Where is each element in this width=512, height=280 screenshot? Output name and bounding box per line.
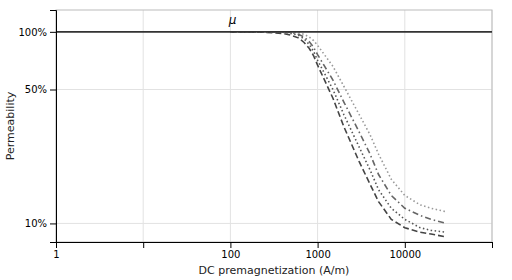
grid-line (56, 223, 492, 224)
axis-line (50, 11, 57, 243)
tick: 100 (221, 242, 240, 260)
plot-area: 1 100 1000 10000 10% 50% 100% (18, 10, 492, 260)
grid-line (56, 31, 492, 32)
grid (56, 10, 492, 242)
tick-mark (50, 223, 56, 224)
tick-mark (318, 242, 319, 248)
tick: 10000 (389, 242, 421, 260)
series-line (230, 32, 446, 212)
tick-label: 100% (18, 27, 47, 38)
tick-label: 10% (25, 218, 47, 229)
y-axis: 10% 50% 100% (18, 11, 56, 243)
tick-label: 50% (25, 84, 47, 95)
series-line (230, 32, 446, 232)
y-axis-title: Permeability (4, 91, 17, 160)
tick (492, 242, 493, 248)
tick (143, 242, 144, 248)
axis-line (57, 243, 493, 249)
tick-mark (405, 242, 406, 248)
annotation: μ (228, 13, 237, 27)
tick-mark (143, 242, 144, 248)
tick: 50% (25, 84, 56, 95)
tick-label: 1 (53, 249, 59, 260)
tick: 1 (53, 242, 59, 260)
tick-label: 1000 (305, 249, 330, 260)
grid-line (56, 89, 492, 90)
x-axis: 1 100 1000 10000 (53, 242, 492, 260)
tick-mark (50, 90, 56, 91)
tick-mark (230, 242, 231, 248)
series-line (230, 32, 446, 224)
tick-label: 100 (221, 249, 240, 260)
tick: 1000 (305, 242, 330, 260)
tick: 100% (18, 27, 56, 38)
x-axis-title: DC premagnetization (A/m) (199, 264, 350, 277)
plot-frame (56, 10, 492, 242)
tick-label: 10000 (389, 249, 421, 260)
series-line (230, 32, 446, 237)
tick-mark (492, 242, 493, 248)
grid-line (230, 10, 231, 242)
tick: 10% (25, 218, 56, 229)
chart: 1 100 1000 10000 10% 50% 100% DC premagnetizati… (0, 0, 512, 280)
marks (56, 32, 492, 237)
grid-line (143, 10, 144, 242)
grid-line (317, 10, 318, 242)
tick-mark (50, 32, 56, 33)
reference-line (56, 31, 492, 33)
